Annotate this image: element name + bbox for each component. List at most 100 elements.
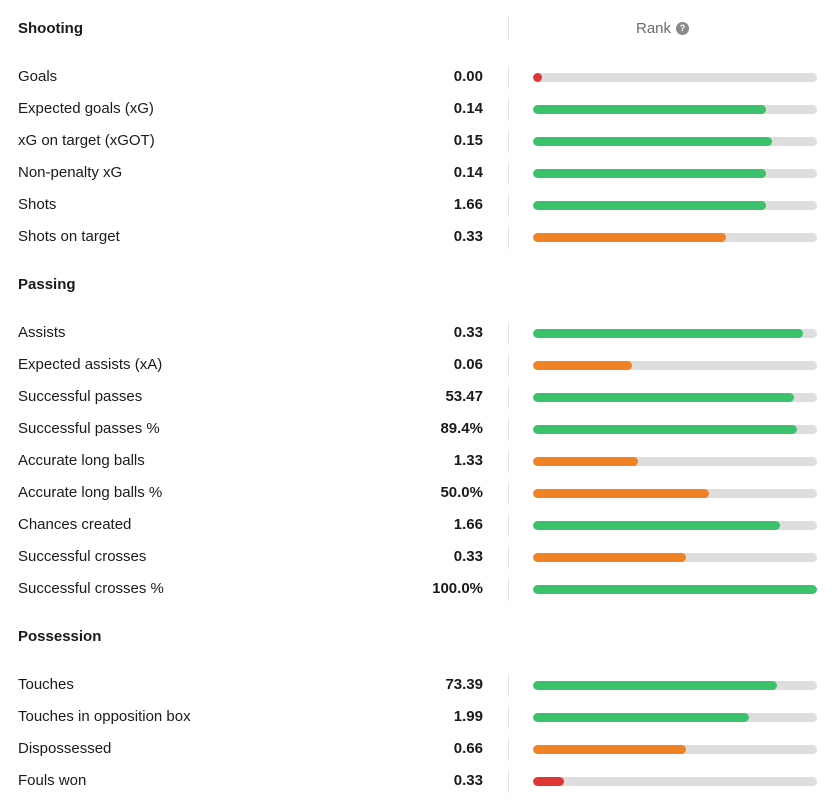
stat-value: 0.14 — [453, 164, 483, 181]
stat-value: 73.39 — [445, 676, 483, 693]
stat-row-expected-goals-xg: Expected goals (xG) 0.14 — [0, 94, 839, 126]
rank-bar-track — [533, 777, 817, 786]
column-divider — [508, 227, 509, 249]
stat-value: 1.99 — [453, 708, 483, 725]
stat-label: Touches in opposition box — [18, 708, 191, 725]
rank-bar-fill — [533, 393, 794, 402]
rank-bar-fill — [533, 457, 638, 466]
stat-value: 0.14 — [453, 100, 483, 117]
section-header-passing: Passing — [0, 270, 839, 302]
stat-row-shots-on-target: Shots on target 0.33 — [0, 222, 839, 254]
section-title: Passing — [18, 276, 76, 293]
stat-value: 0.33 — [453, 772, 483, 789]
stat-row-chances-created: Chances created 1.66 — [0, 510, 839, 542]
rank-bar-fill — [533, 745, 686, 754]
column-divider — [508, 163, 509, 185]
rank-bar-track — [533, 681, 817, 690]
column-divider — [508, 707, 509, 729]
stat-value: 53.47 — [445, 388, 483, 405]
rank-bar-track — [533, 329, 817, 338]
rank-bar-track — [533, 169, 817, 178]
rank-bar-track — [533, 521, 817, 530]
column-divider — [508, 771, 509, 793]
stat-label: Accurate long balls % — [18, 484, 163, 501]
rank-column-header: Rank? — [636, 20, 690, 37]
rank-bar-track — [533, 585, 817, 594]
column-divider — [508, 67, 509, 89]
column-divider — [508, 355, 509, 377]
stat-label: Dispossessed — [18, 740, 112, 757]
rank-bar-fill — [533, 777, 564, 786]
stat-label: xG on target (xGOT) — [18, 132, 155, 149]
rank-bar-track — [533, 713, 817, 722]
stat-value: 50.0% — [440, 484, 483, 501]
rank-bar-fill — [533, 329, 803, 338]
stat-value: 0.06 — [453, 356, 483, 373]
stat-row-touches-in-opposition-box: Touches in opposition box 1.99 — [0, 702, 839, 734]
rank-bar-track — [533, 457, 817, 466]
rank-bar-track — [533, 393, 817, 402]
stat-row-non-penalty-xg: Non-penalty xG 0.14 — [0, 158, 839, 190]
stat-label: Accurate long balls — [18, 452, 145, 469]
rank-bar-fill — [533, 233, 726, 242]
rank-bar-track — [533, 73, 817, 82]
stat-value: 0.66 — [453, 740, 483, 757]
column-divider — [508, 131, 509, 153]
stat-label: Shots on target — [18, 228, 120, 245]
column-divider — [508, 419, 509, 441]
stat-label: Successful passes — [18, 388, 143, 405]
rank-bar-fill — [533, 201, 766, 210]
rank-bar-track — [533, 105, 817, 114]
stat-label: Goals — [18, 68, 58, 85]
rank-bar-fill — [533, 521, 780, 530]
rank-bar-track — [533, 489, 817, 498]
stat-row-dispossessed: Dispossessed 0.66 — [0, 734, 839, 766]
column-divider — [508, 547, 509, 569]
column-divider — [508, 323, 509, 345]
stat-row-goals: Goals 0.00 — [0, 62, 839, 94]
rank-bar-fill — [533, 681, 777, 690]
column-divider — [508, 17, 509, 39]
rank-bar-track — [533, 361, 817, 370]
section-header-shooting: Shooting Rank? — [0, 14, 839, 46]
stat-row-assists: Assists 0.33 — [0, 318, 839, 350]
column-divider — [508, 387, 509, 409]
stat-label: Fouls won — [18, 772, 87, 789]
stat-row-accurate-long-balls: Accurate long balls % 50.0% — [0, 478, 839, 510]
stat-row-successful-passes: Successful passes 53.47 — [0, 382, 839, 414]
stat-value: 89.4% — [440, 420, 483, 437]
rank-bar-track — [533, 233, 817, 242]
rank-bar-fill — [533, 553, 686, 562]
stat-value: 1.33 — [453, 452, 483, 469]
column-divider — [508, 739, 509, 761]
rank-bar-track — [533, 553, 817, 562]
section-title: Shooting — [18, 20, 83, 37]
rank-bar-fill — [533, 425, 797, 434]
stat-value: 100.0% — [432, 580, 483, 597]
section-header-possession: Possession — [0, 622, 839, 654]
rank-bar-fill — [533, 489, 709, 498]
column-divider — [508, 579, 509, 601]
stat-label: Non-penalty xG — [18, 164, 123, 181]
rank-label: Rank — [636, 20, 672, 37]
stat-value: 0.33 — [453, 324, 483, 341]
rank-bar-fill — [533, 73, 542, 82]
column-divider — [508, 451, 509, 473]
stat-label: Successful crosses % — [18, 580, 164, 597]
stat-value: 0.33 — [453, 228, 483, 245]
stat-label: Successful passes % — [18, 420, 160, 437]
column-divider — [508, 675, 509, 697]
stat-row-touches: Touches 73.39 — [0, 670, 839, 702]
column-divider — [508, 515, 509, 537]
stat-value: 0.15 — [453, 132, 483, 149]
stat-label: Touches — [18, 676, 74, 693]
stat-row-successful-passes: Successful passes % 89.4% — [0, 414, 839, 446]
stat-value: 1.66 — [453, 516, 483, 533]
column-divider — [508, 483, 509, 505]
stat-label: Shots — [18, 196, 57, 213]
stat-value: 0.33 — [453, 548, 483, 565]
stat-label: Chances created — [18, 516, 132, 533]
help-icon[interactable]: ? — [676, 22, 690, 35]
stat-row-xg-on-target-xgot: xG on target (xGOT) 0.15 — [0, 126, 839, 158]
stat-row-expected-assists-xa: Expected assists (xA) 0.06 — [0, 350, 839, 382]
